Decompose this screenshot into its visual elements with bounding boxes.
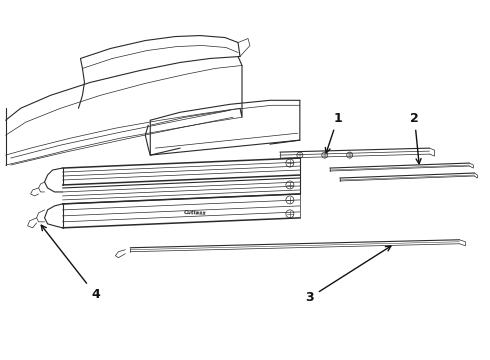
Text: Cutlass: Cutlass [184,210,206,216]
Text: 4: 4 [41,225,100,301]
Text: 1: 1 [325,112,342,153]
Text: 3: 3 [305,246,391,304]
Text: 2: 2 [410,112,421,164]
